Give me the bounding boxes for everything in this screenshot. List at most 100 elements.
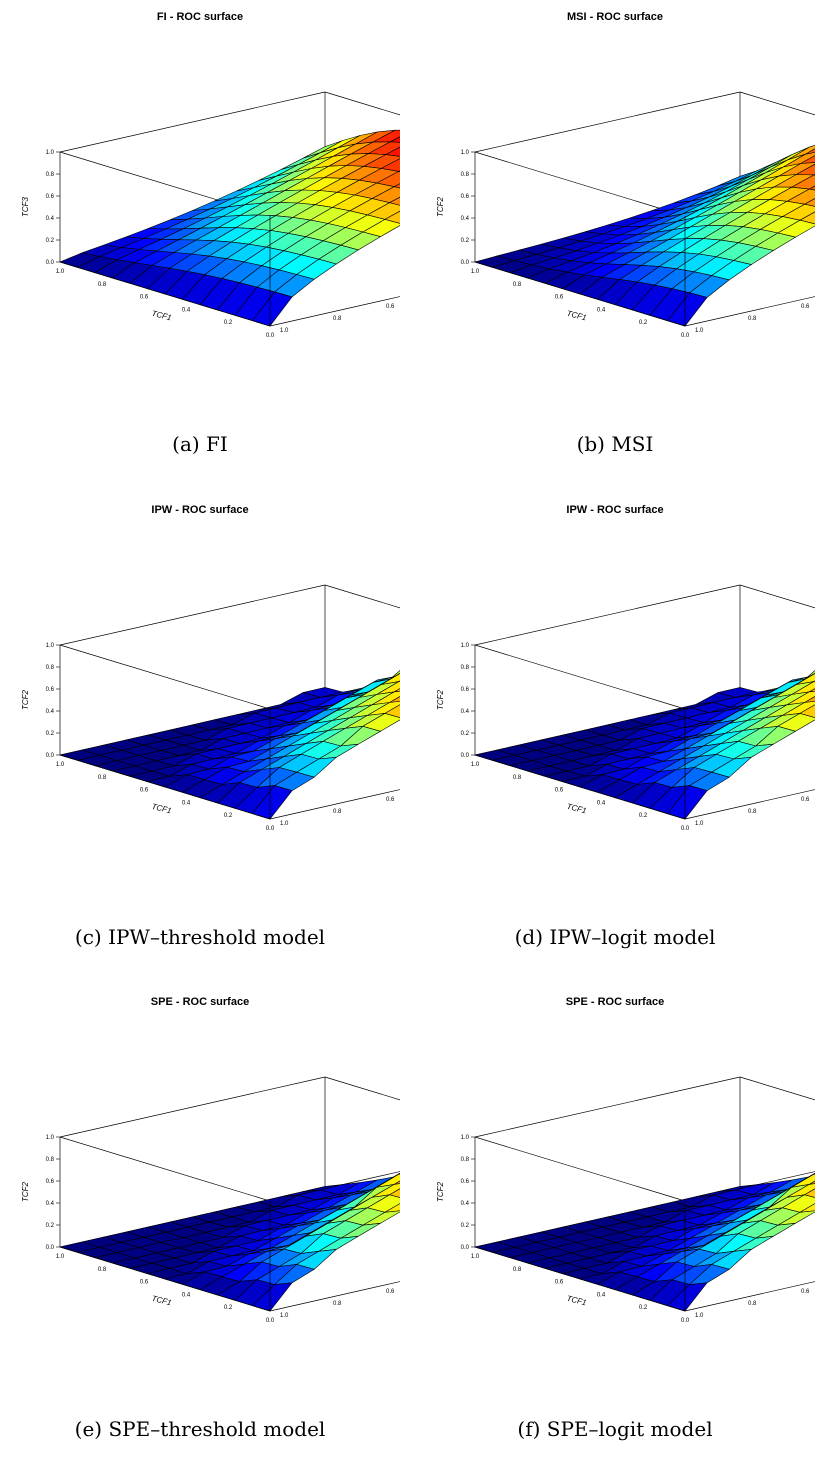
figure-caption: (a) FI: [0, 432, 400, 456]
z-tick-label: 0.6: [46, 194, 55, 200]
z-tick-label: 1.0: [461, 1135, 470, 1141]
z-tick-label: 1.0: [46, 150, 55, 156]
y-tick-label: 1.0: [280, 1313, 289, 1319]
box-edge: [60, 1137, 270, 1201]
x-tick-label: 1.0: [56, 269, 65, 275]
x-tick-label: 0.8: [513, 775, 522, 781]
z-tick-label: 0.0: [461, 1245, 470, 1251]
z-axis-label: TCF2: [21, 689, 30, 710]
box-edge: [475, 92, 740, 152]
x-tick-label: 0.0: [681, 333, 690, 339]
z-tick-label: 0.8: [46, 172, 55, 178]
x-tick-label: 0.4: [597, 1292, 606, 1298]
box-edge: [475, 1077, 740, 1137]
z-tick-label: 0.4: [461, 709, 470, 715]
z-tick-label: 0.2: [461, 1223, 470, 1229]
box-edge: [60, 585, 325, 645]
chart-panel: SPE - ROC surface 0.0 0.2 0.4 0.6 0.8 1.0 TCF2 1…: [415, 985, 815, 1465]
x-tick-label: 1.0: [471, 762, 480, 768]
z-axis-label: TCF2: [21, 1181, 30, 1202]
x-axis-label: TCF1: [151, 309, 173, 323]
z-tick-label: 0.8: [46, 1157, 55, 1163]
chart-title: SPE - ROC surface: [566, 996, 664, 1008]
z-tick-label: 0.0: [461, 753, 470, 759]
x-tick-label: 1.0: [56, 1254, 65, 1260]
z-tick-label: 0.6: [46, 687, 55, 693]
x-tick-label: 1.0: [471, 269, 480, 275]
x-tick-label: 0.0: [681, 826, 690, 832]
surface-plot: IPW - ROC surface 0.0 0.2 0.4 0.6 0.8 1.0 TCF2 1…: [0, 493, 400, 913]
box-edge: [325, 585, 400, 649]
y-tick-label: 0.8: [748, 316, 757, 322]
x-tick-label: 0.8: [98, 282, 107, 288]
z-tick-label: 0.8: [461, 1157, 470, 1163]
y-tick-label: 1.0: [280, 328, 289, 334]
x-tick-label: 0.4: [182, 307, 191, 313]
y-tick-label: 0.6: [386, 1289, 395, 1295]
surface-mesh: [60, 1133, 400, 1311]
x-tick-label: 0.2: [224, 1305, 233, 1311]
z-tick-label: 0.4: [461, 1201, 470, 1207]
x-tick-label: 1.0: [56, 762, 65, 768]
x-tick-label: 0.2: [639, 813, 648, 819]
y-tick-label: 0.6: [801, 304, 810, 310]
x-axis-label: TCF1: [566, 1294, 588, 1308]
surface-plot: MSI - ROC surface0.00.20.40.60.81.0TCF21…: [415, 0, 815, 420]
z-tick-label: 0.2: [461, 238, 470, 244]
y-tick-label: 1.0: [695, 1313, 704, 1319]
y-tick-label: 0.6: [801, 1289, 810, 1295]
chart-title: MSI - ROC surface: [567, 11, 663, 23]
x-tick-label: 0.0: [266, 333, 275, 339]
z-tick-label: 0.2: [461, 731, 470, 737]
z-tick-label: 0.8: [461, 665, 470, 671]
x-axis-label: TCF1: [151, 802, 173, 816]
z-tick-label: 0.8: [461, 172, 470, 178]
z-tick-label: 0.2: [46, 731, 55, 737]
x-axis-label: TCF1: [151, 1294, 173, 1308]
z-tick-label: 0.6: [461, 687, 470, 693]
chart-title: FI - ROC surface: [157, 11, 243, 23]
z-tick-label: 1.0: [461, 150, 470, 156]
x-tick-label: 0.4: [182, 800, 191, 806]
box-edge: [740, 92, 815, 156]
figure-caption: (e) SPE–threshold model: [0, 1417, 400, 1441]
box-edge: [475, 152, 685, 216]
y-tick-label: 0.8: [333, 1301, 342, 1307]
z-axis-label: TCF3: [21, 196, 30, 217]
chart-title: IPW - ROC surface: [566, 504, 663, 516]
z-tick-label: 0.0: [461, 260, 470, 266]
x-tick-label: 0.2: [639, 320, 648, 326]
surface-plot: SPE - ROC surface0.00.20.40.60.81.0TCF21…: [0, 985, 400, 1405]
y-tick-label: 1.0: [695, 821, 704, 827]
x-tick-label: 0.2: [224, 320, 233, 326]
x-tick-label: 0.6: [555, 295, 564, 301]
surface-mesh: [475, 639, 815, 819]
z-tick-label: 0.4: [46, 709, 55, 715]
x-tick-label: 0.2: [639, 1305, 648, 1311]
x-tick-label: 0.2: [224, 813, 233, 819]
y-tick-label: 1.0: [695, 328, 704, 334]
x-tick-label: 0.0: [266, 826, 275, 832]
box-edge: [60, 645, 270, 709]
y-tick-label: 0.6: [386, 304, 395, 310]
box-edge: [60, 1077, 325, 1137]
y-tick-label: 1.0: [280, 821, 289, 827]
surface-mesh: [475, 1133, 815, 1311]
z-tick-label: 0.6: [461, 194, 470, 200]
y-tick-label: 0.8: [333, 316, 342, 322]
y-tick-label: 0.6: [386, 797, 395, 803]
y-tick-label: 0.6: [801, 797, 810, 803]
x-tick-label: 0.4: [182, 1292, 191, 1298]
z-tick-label: 0.8: [46, 665, 55, 671]
surface-mesh: [60, 130, 400, 326]
surface-mesh: [60, 639, 400, 819]
box-edge: [475, 645, 685, 709]
x-tick-label: 0.0: [266, 1318, 275, 1324]
z-tick-label: 1.0: [46, 1135, 55, 1141]
z-tick-label: 0.2: [46, 238, 55, 244]
z-axis-label: TCF2: [436, 1181, 445, 1202]
chart-title: IPW - ROC surface: [151, 504, 248, 516]
